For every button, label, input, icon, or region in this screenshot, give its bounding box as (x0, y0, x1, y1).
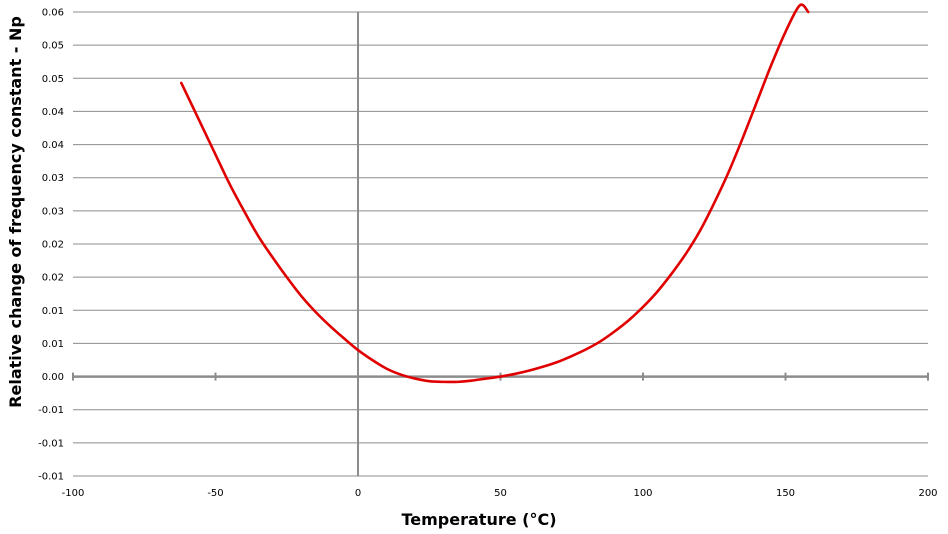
x-axis-title: Temperature (°C) (401, 510, 556, 529)
series-line-0 (180, 3, 810, 384)
x-tick-label: 50 (494, 488, 507, 499)
y-tick-label: -0.01 (38, 438, 64, 449)
y-tick-label: 0.01 (42, 306, 64, 317)
x-tick-label: 200 (918, 488, 937, 499)
grid-lines (73, 11, 928, 477)
y-tick-label: 0.01 (42, 339, 64, 350)
y-tick-label: 0.05 (42, 74, 64, 85)
y-tick-label: 0.02 (42, 273, 64, 284)
y-tick-label: 0.03 (42, 206, 64, 217)
x-tick-label: 0 (355, 488, 361, 499)
y-tick-label: 0.04 (42, 107, 64, 118)
x-tick-label: -50 (207, 488, 223, 499)
x-tick-label: -100 (62, 488, 85, 499)
x-tick-label: 100 (633, 488, 652, 499)
y-tick-label: 0.05 (42, 41, 64, 52)
x-tick-labels: -100 -50 0 50 100 150 200 (62, 488, 938, 499)
series-layer (180, 3, 810, 384)
x-tick-label: 150 (776, 488, 795, 499)
y-tick-label: -0.01 (38, 472, 64, 483)
y-tick-label: 0.06 (42, 8, 64, 19)
y-tick-label: 0.02 (42, 240, 64, 251)
y-tick-label: 0.00 (42, 372, 64, 383)
y-tick-label: -0.01 (38, 405, 64, 416)
y-tick-label: 0.04 (42, 140, 64, 151)
y-axis-title: Relative change of frequency constant - … (6, 16, 25, 408)
y-tick-labels: -0.01 -0.01 -0.01 0.00 0.01 0.01 0.02 0.02 0.03 0… (38, 8, 64, 483)
y-tick-label: 0.03 (42, 173, 64, 184)
